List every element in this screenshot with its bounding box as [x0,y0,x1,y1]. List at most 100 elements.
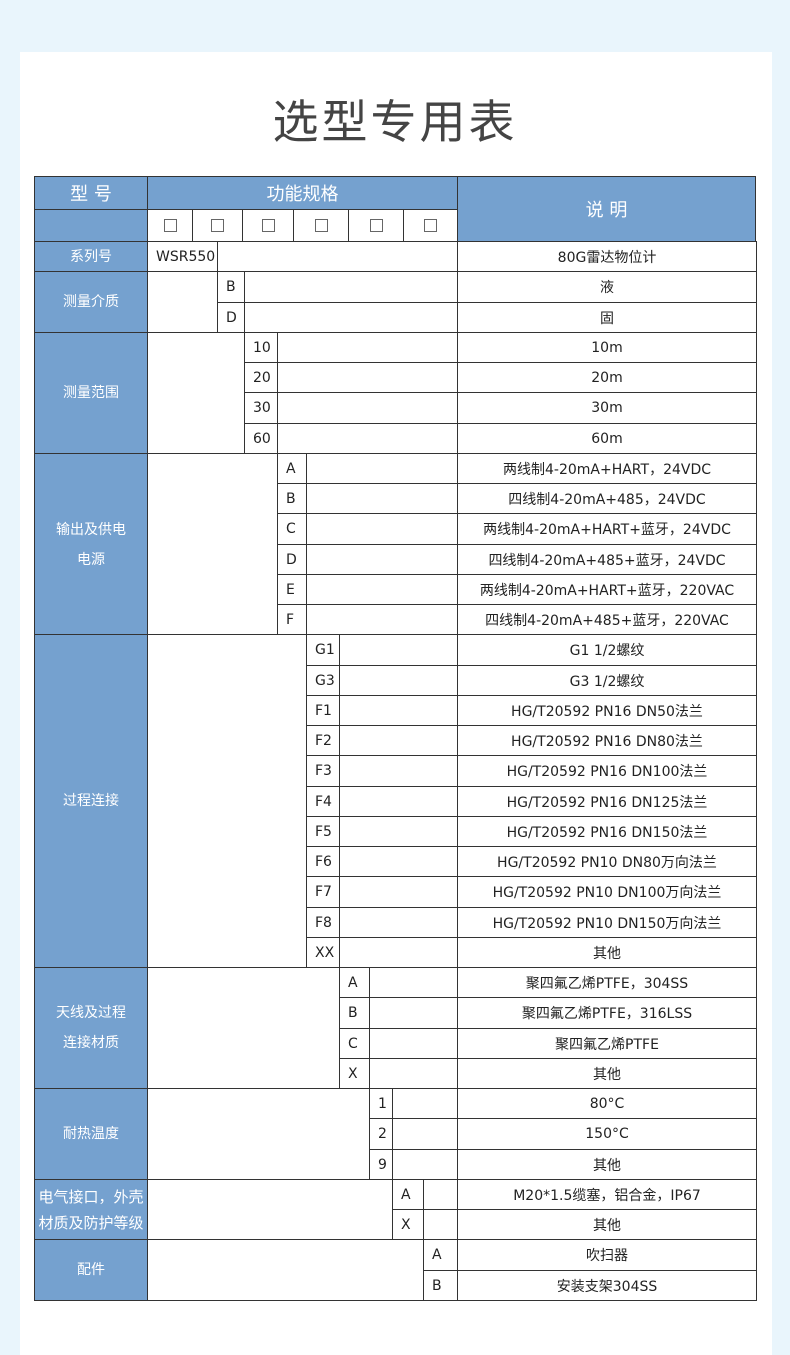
group-label-7: 电气接口，外壳 材质及防护等级 [34,1179,148,1241]
blank-cell [147,1088,370,1180]
option-code: A [339,967,370,998]
option-description: 其他 [457,1149,757,1180]
option-code: B [423,1270,458,1301]
option-code: E [277,574,307,605]
blank-cell [147,634,307,968]
blank-cell [306,574,458,605]
option-description: 聚四氟乙烯PTFE，316LSS [457,997,757,1029]
option-description: 安装支架304SS [457,1270,757,1301]
placeholder-box [348,209,404,242]
checkbox-icon [424,219,437,232]
blank-cell [339,725,458,756]
option-description: 聚四氟乙烯PTFE，304SS [457,967,757,998]
checkbox-icon [163,219,177,232]
blank-cell [306,483,458,514]
blank-cell [339,876,458,908]
option-description: 两线制4-20mA+HART+蓝牙，24VDC [457,513,757,545]
blank-cell [339,786,458,817]
blank-cell [147,332,245,454]
option-description: HG/T20592 PN10 DN80万向法兰 [457,846,757,877]
option-description: 四线制4-20mA+485+蓝牙，24VDC [457,544,757,575]
blank-cell [392,1149,458,1180]
blank-cell [392,1088,458,1119]
option-code: G1 [306,634,340,666]
blank-cell [369,1028,458,1059]
blank-cell [392,1118,458,1150]
option-description: 两线制4-20mA+HART+蓝牙，220VAC [457,574,757,605]
blank-cell [423,1179,458,1210]
blank-cell [217,241,458,272]
placeholder-box [293,209,349,242]
placeholder-box [242,209,294,242]
header-function: 功能规格 [147,176,458,210]
group-label-0: 系列号 [34,241,148,272]
option-description: 10m [457,332,757,363]
blank-cell [306,604,458,635]
option-description: M20*1.5缆塞，铝合金，IP67 [457,1179,757,1210]
checkbox-icon [211,219,224,232]
option-code: C [339,1028,370,1059]
option-code: F [277,604,307,635]
group-label-3: 输出及供电 电源 [34,453,148,636]
option-description: 20m [457,362,757,393]
option-description: HG/T20592 PN10 DN100万向法兰 [457,876,757,908]
option-code: A [423,1239,458,1271]
blank-cell [339,665,458,696]
option-code: XX [306,937,340,968]
option-code: F5 [306,816,340,847]
blank-cell [277,392,458,424]
option-description: 30m [457,392,757,424]
blank-cell [147,967,340,1089]
blank-cell [339,695,458,726]
blank-cell [244,271,458,303]
option-code: C [277,513,307,545]
page-title: 选型专用表 [272,95,518,149]
option-code: 2 [369,1118,393,1150]
option-code: D [217,302,245,333]
option-code: B [277,483,307,514]
blank-cell [339,816,458,847]
group-label-6: 耐热温度 [34,1088,148,1180]
option-code: 30 [244,392,278,424]
blank-cell [423,1209,458,1240]
checkbox-icon [261,219,275,232]
blank-cell [339,937,458,968]
option-description: HG/T20592 PN16 DN125法兰 [457,786,757,817]
option-description: 80°C [457,1088,757,1119]
option-code: F8 [306,907,340,938]
header-description: 说 明 [457,176,756,242]
blank-cell [277,423,458,454]
blank-cell [339,846,458,877]
option-code: F4 [306,786,340,817]
option-description: 其他 [457,1058,757,1089]
option-description: HG/T20592 PN16 DN150法兰 [457,816,757,847]
option-description: 其他 [457,937,757,968]
option-code: D [277,544,307,575]
option-code: G3 [306,665,340,696]
option-code: 10 [244,332,278,363]
option-code: 60 [244,423,278,454]
blank-cell [277,362,458,393]
option-code: F1 [306,695,340,726]
group-label-1: 测量介质 [34,271,148,333]
option-description: HG/T20592 PN16 DN50法兰 [457,695,757,726]
option-code: 20 [244,362,278,393]
blank-cell [369,997,458,1029]
option-description: 聚四氟乙烯PTFE [457,1028,757,1059]
option-description: HG/T20592 PN16 DN100法兰 [457,755,757,787]
placeholder-box [147,209,193,242]
checkbox-icon [314,219,328,232]
option-code: A [392,1179,424,1210]
option-code: 9 [369,1149,393,1180]
option-description: 四线制4-20mA+485，24VDC [457,483,757,514]
blank-cell [244,302,458,333]
group-label-2: 测量范围 [34,332,148,454]
blank-cell [147,1179,393,1241]
option-description: 60m [457,423,757,454]
group-label-5: 天线及过程 连接材质 [34,967,148,1089]
placeholder-box [192,209,243,242]
blank-cell [306,453,458,484]
blank-cell [369,967,458,998]
option-code: F2 [306,725,340,756]
option-description: 两线制4-20mA+HART，24VDC [457,453,757,484]
